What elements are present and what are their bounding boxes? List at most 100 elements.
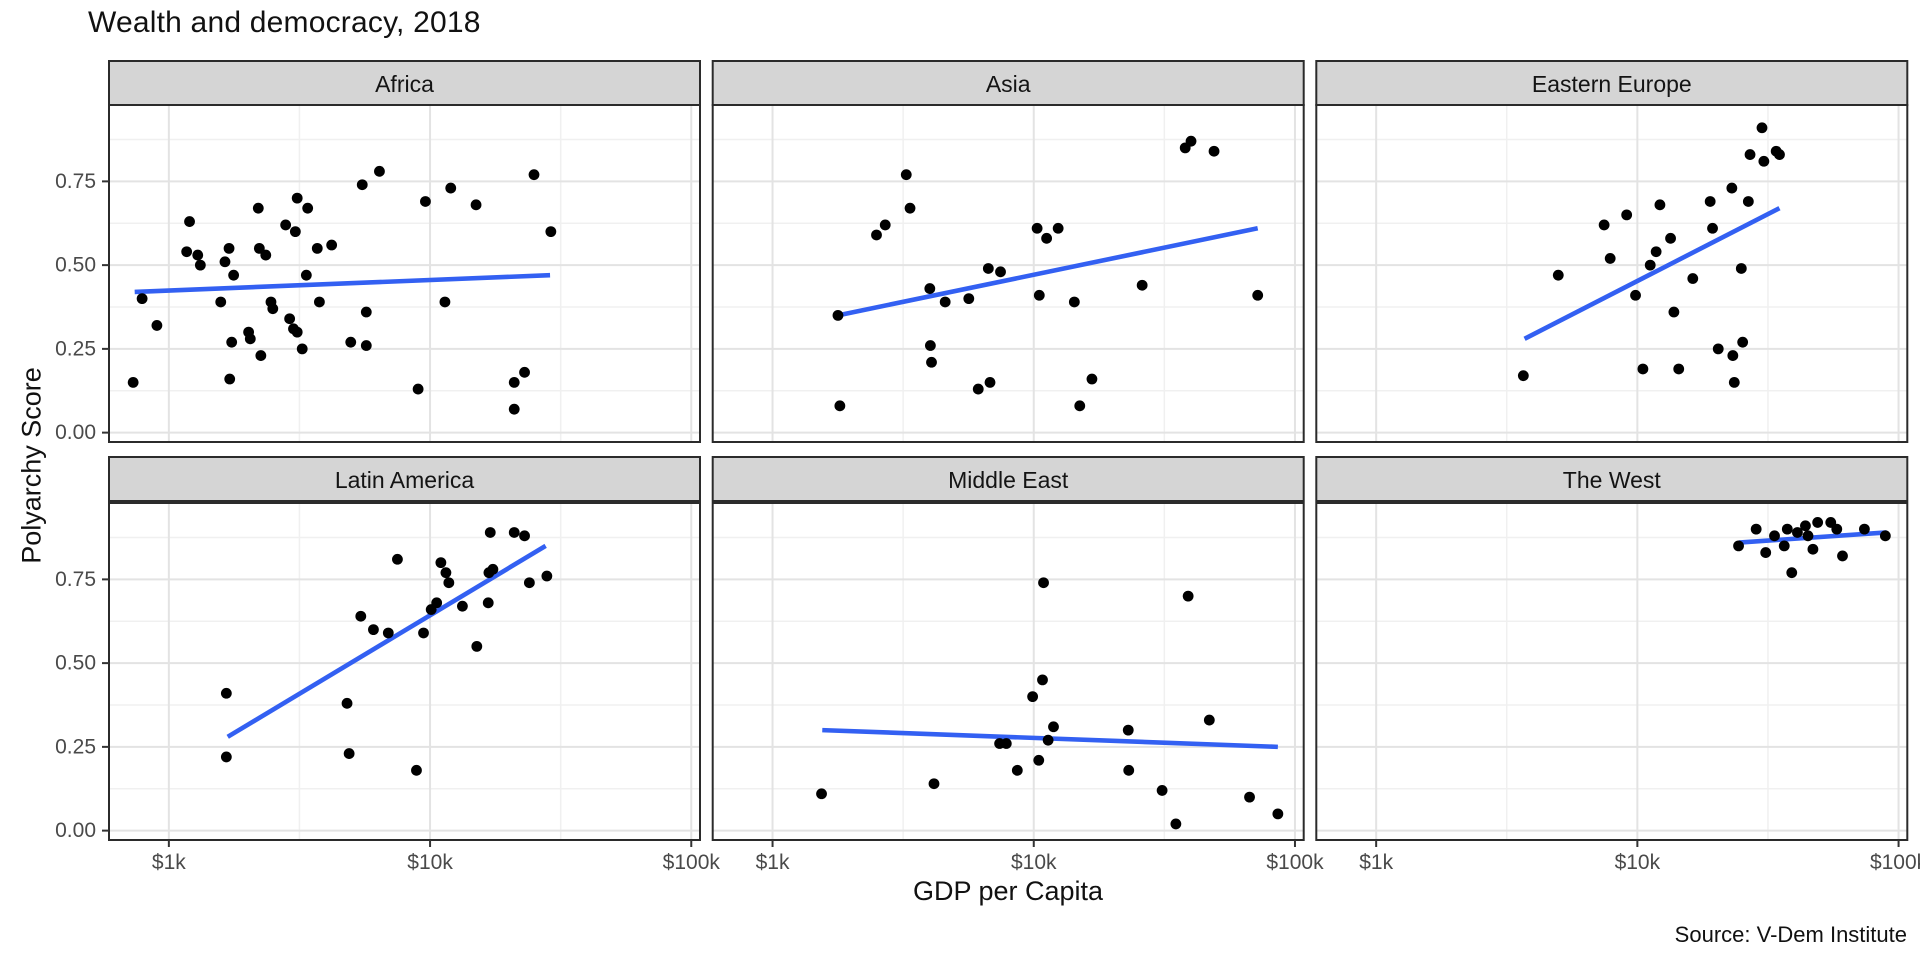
data-point (982, 263, 994, 274)
data-point (1737, 336, 1749, 348)
data-point (267, 303, 279, 315)
data-point (1185, 135, 1197, 147)
data-point (439, 296, 451, 308)
x-tick-label: $10k (1615, 851, 1661, 874)
data-point (326, 239, 338, 251)
data-point (260, 249, 272, 261)
facet-strip (108, 60, 701, 106)
data-point (1037, 674, 1048, 686)
trend-line (226, 543, 547, 739)
data-point (984, 376, 996, 388)
data-point (151, 320, 163, 331)
data-point (136, 293, 148, 305)
data-point (1758, 155, 1770, 167)
facet-strip (711, 60, 1305, 106)
data-point (519, 366, 530, 378)
data-point (1122, 724, 1134, 736)
data-point (291, 326, 303, 338)
data-point (1756, 122, 1768, 134)
panel-border (108, 502, 701, 841)
facet-strip (1315, 60, 1909, 106)
data-point (355, 610, 367, 622)
data-point (1704, 196, 1716, 207)
data-point (1182, 590, 1194, 602)
data-point (1156, 785, 1168, 796)
data-point (194, 259, 206, 271)
data-point (411, 764, 422, 776)
data-point (1750, 523, 1762, 535)
data-point (252, 202, 264, 214)
data-point (1831, 523, 1843, 535)
data-point (184, 216, 195, 227)
x-tick-label: $10k (407, 851, 453, 874)
data-point (374, 165, 385, 177)
data-point (1760, 547, 1772, 558)
y-tick-label: 0.50 (55, 652, 96, 675)
data-point (926, 356, 937, 368)
data-point (871, 229, 882, 241)
data-point (220, 751, 232, 763)
data-point (343, 748, 355, 759)
data-point (223, 242, 235, 254)
data-point (425, 604, 437, 615)
data-point (457, 600, 468, 612)
source-caption: Source: V-Dem Institute (1674, 922, 1907, 947)
facet-strip-label: Africa (375, 71, 434, 97)
data-point (289, 226, 301, 238)
facet-strip (711, 456, 1305, 502)
facet-latin-america: Latin America 0.00 0.25 0.50 0.75 $1k $10k $100… (55, 456, 721, 874)
trend-line (134, 272, 551, 295)
data-point (834, 400, 846, 412)
data-point (220, 687, 232, 699)
y-axis-title: Polyarchy Score (16, 367, 47, 564)
data-point (1665, 232, 1676, 244)
data-point (1837, 550, 1848, 562)
data-point (1074, 400, 1086, 412)
data-point (1048, 721, 1059, 733)
data-point (816, 788, 827, 800)
data-point (1774, 149, 1785, 160)
data-point (470, 199, 482, 211)
facet-strip (108, 456, 701, 502)
data-point (904, 202, 916, 214)
data-point (1604, 253, 1616, 264)
data-point (435, 557, 447, 569)
data-point (1707, 222, 1718, 234)
data-point (1769, 530, 1780, 542)
data-point (1879, 530, 1891, 542)
data-point (1252, 289, 1264, 301)
data-point (545, 226, 557, 238)
data-point (1630, 289, 1641, 301)
data-point (382, 627, 394, 639)
data-point (523, 577, 535, 589)
data-point (508, 376, 520, 388)
data-point (471, 640, 483, 652)
data-point (1068, 296, 1080, 308)
data-point (1728, 376, 1740, 388)
x-tick-label: $100k (663, 851, 721, 874)
data-point (519, 530, 530, 542)
data-point (995, 266, 1006, 278)
data-point (1637, 363, 1649, 375)
data-point (192, 249, 204, 261)
data-point (255, 350, 267, 361)
data-point (1170, 818, 1182, 830)
data-point (215, 296, 227, 308)
data-point (1042, 734, 1054, 746)
data-point (1687, 273, 1699, 284)
data-point (1031, 222, 1043, 234)
data-point (900, 169, 912, 181)
panel-border (1315, 502, 1909, 841)
data-point (963, 293, 975, 305)
data-point (418, 627, 429, 639)
x-tick-label: $100k (1266, 851, 1324, 874)
data-point (253, 242, 265, 254)
data-point (313, 296, 325, 308)
data-point (291, 192, 303, 204)
data-point (443, 577, 455, 589)
facet-strip-label: Eastern Europe (1532, 71, 1692, 97)
data-point (302, 202, 314, 214)
data-point (1733, 540, 1744, 552)
